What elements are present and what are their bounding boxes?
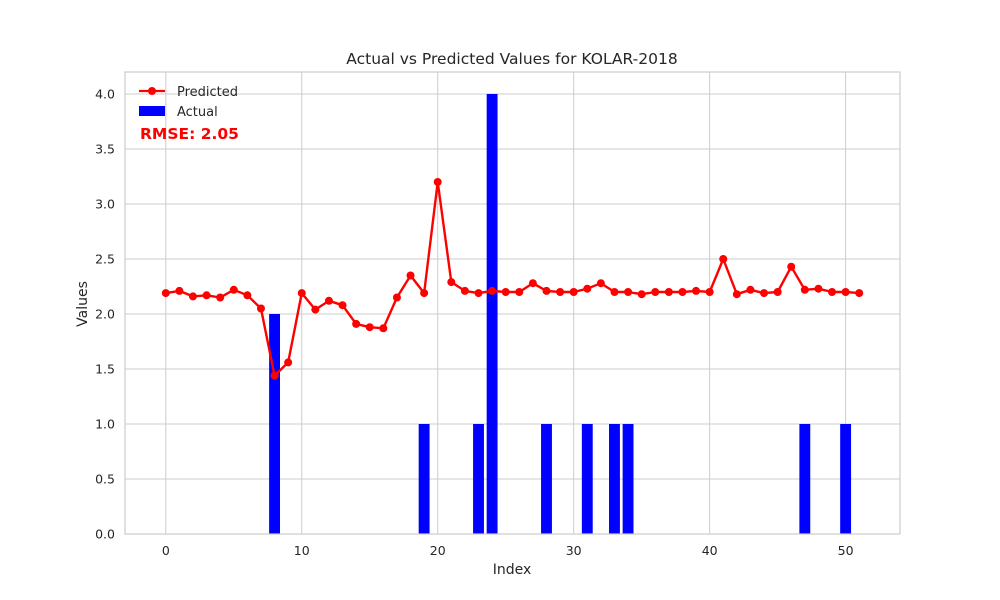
predicted-point xyxy=(243,291,252,300)
predicted-point xyxy=(583,284,592,293)
predicted-point xyxy=(379,324,388,333)
predicted-point xyxy=(624,288,633,296)
actual-bar xyxy=(473,424,484,534)
actual-bars xyxy=(269,94,852,534)
predicted-point xyxy=(841,288,850,296)
predicted-point xyxy=(488,286,497,295)
legend-actual-swatch xyxy=(139,106,165,116)
predicted-point xyxy=(651,288,660,296)
y-tick-label: 1.0 xyxy=(95,417,115,432)
plot-frame xyxy=(124,71,901,535)
predicted-point xyxy=(542,286,551,295)
predicted-point xyxy=(297,289,306,298)
predicted-point xyxy=(311,305,320,314)
predicted-point xyxy=(828,288,837,296)
actual-bar xyxy=(486,94,498,534)
predicted-point xyxy=(284,358,293,367)
predicted-point xyxy=(338,301,347,310)
predicted-point xyxy=(392,293,401,302)
legend-actual-label: Actual xyxy=(177,105,218,120)
x-tick-label: 0 xyxy=(162,543,170,558)
actual-bar xyxy=(541,424,552,534)
predicted-line xyxy=(165,180,860,377)
predicted-point xyxy=(161,289,170,298)
y-tick-labels: 0.0 0.5 1.0 1.5 2.0 2.5 3.0 3.5 4.0 xyxy=(95,87,115,542)
plot-area xyxy=(125,72,900,534)
actual-bar xyxy=(609,424,620,534)
predicted-line-layer xyxy=(161,178,864,380)
predicted-point xyxy=(800,285,809,294)
predicted-point xyxy=(719,255,728,263)
predicted-point xyxy=(732,290,741,299)
predicted-point xyxy=(556,288,565,296)
x-tick-label: 10 xyxy=(294,543,310,558)
predicted-point xyxy=(692,286,701,295)
predicted-point xyxy=(678,288,687,296)
y-tick-label: 4.0 xyxy=(95,87,115,102)
predicted-point xyxy=(229,285,238,294)
y-axis-label: Values xyxy=(75,281,91,327)
actual-bar xyxy=(799,424,811,534)
predicted-point xyxy=(515,288,524,296)
x-axis-label: Index xyxy=(493,562,532,578)
legend-predicted-marker xyxy=(148,87,156,95)
y-tick-label: 0.0 xyxy=(95,527,115,542)
legend-predicted-label: Predicted xyxy=(177,85,238,100)
predicted-point xyxy=(773,288,782,296)
predicted-point xyxy=(637,290,646,299)
predicted-point xyxy=(528,279,537,288)
chart-title: Actual vs Predicted Values for KOLAR-201… xyxy=(346,50,677,68)
y-tick-label: 2.5 xyxy=(95,252,115,267)
legend: Predicted Actual xyxy=(139,85,238,120)
predicted-point xyxy=(447,278,456,287)
predicted-point xyxy=(474,289,483,298)
predicted-point xyxy=(855,289,864,298)
predicted-point xyxy=(433,178,442,186)
predicted-point xyxy=(188,292,197,301)
x-tick-label: 20 xyxy=(430,543,446,558)
predicted-point xyxy=(420,289,429,298)
grid-lines xyxy=(125,72,900,535)
predicted-point xyxy=(596,279,605,288)
y-tick-label: 2.0 xyxy=(95,307,115,322)
predicted-point xyxy=(705,288,714,296)
actual-bar xyxy=(840,424,852,534)
predicted-point xyxy=(324,296,333,305)
predicted-point xyxy=(175,286,184,295)
actual-bar xyxy=(622,424,634,534)
x-tick-labels: 0 10 20 30 40 50 xyxy=(162,543,854,558)
predicted-point xyxy=(569,288,578,296)
y-tick-label: 3.0 xyxy=(95,197,115,212)
x-tick-label: 50 xyxy=(838,543,854,558)
actual-bar xyxy=(269,314,280,534)
predicted-point xyxy=(760,289,769,298)
rmse-annotation: RMSE: 2.05 xyxy=(140,125,239,143)
predicted-point xyxy=(814,284,823,293)
predicted-point xyxy=(746,285,755,294)
actual-bar xyxy=(581,424,593,534)
predicted-point xyxy=(270,371,279,380)
predicted-point xyxy=(216,293,225,302)
y-tick-label: 3.5 xyxy=(95,142,115,157)
y-tick-label: 1.5 xyxy=(95,362,115,377)
predicted-point xyxy=(202,291,211,300)
predicted-point xyxy=(406,271,415,280)
predicted-point xyxy=(365,323,374,332)
actual-bar xyxy=(418,424,430,534)
y-tick-label: 0.5 xyxy=(95,472,115,487)
predicted-point xyxy=(460,286,469,295)
predicted-point xyxy=(664,288,673,296)
predicted-point xyxy=(501,288,510,296)
predicted-point xyxy=(256,304,265,313)
x-tick-label: 30 xyxy=(566,543,582,558)
predicted-point xyxy=(610,288,619,296)
predicted-point xyxy=(352,319,361,328)
x-tick-label: 40 xyxy=(702,543,718,558)
predicted-point xyxy=(787,262,796,271)
